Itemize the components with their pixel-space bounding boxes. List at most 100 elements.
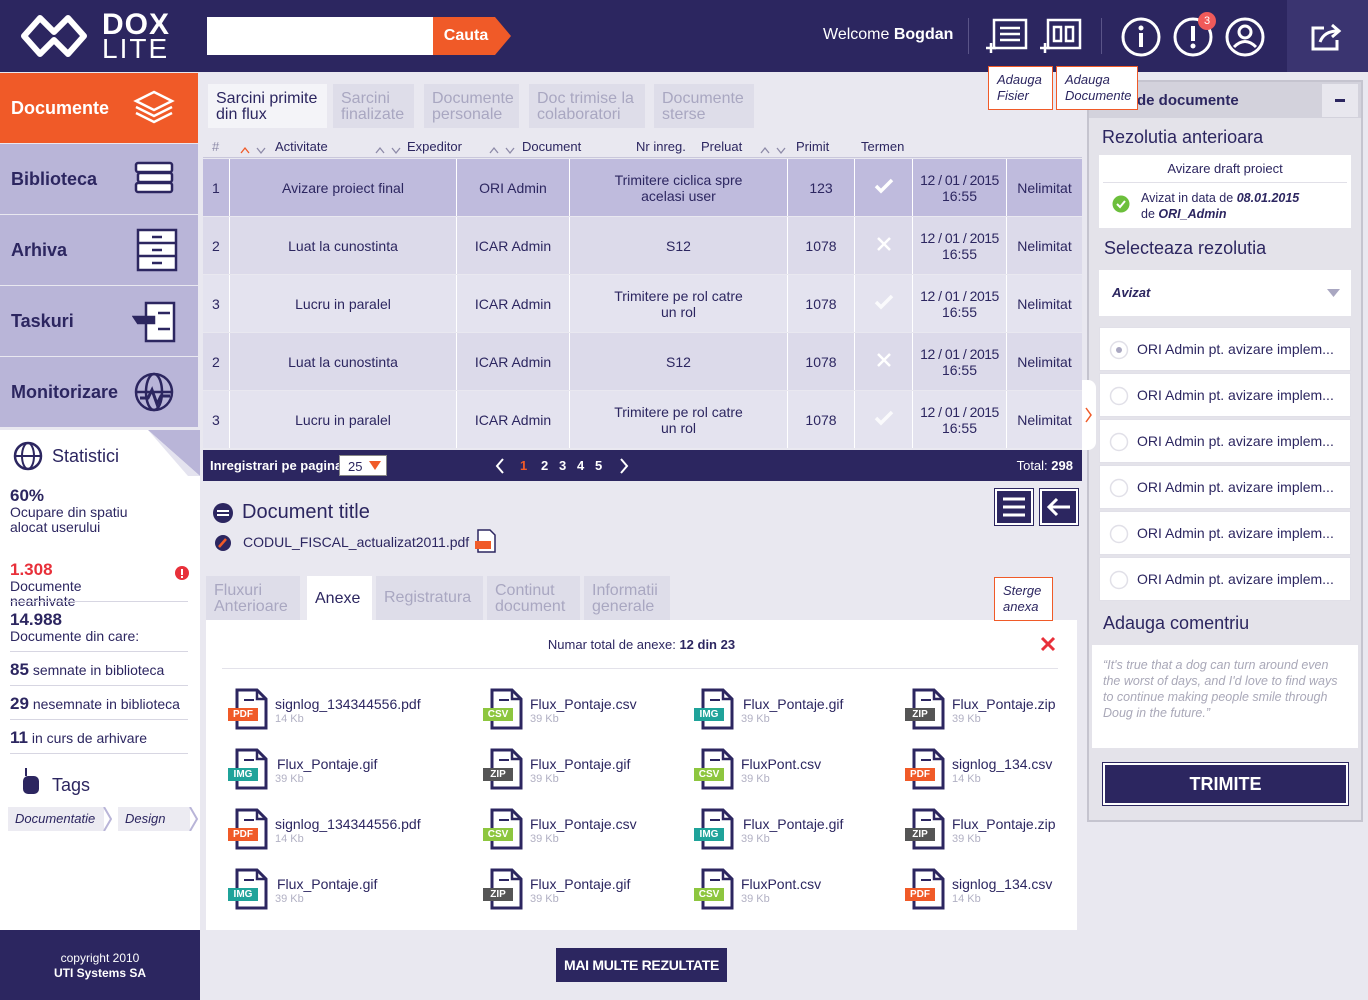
cell: 1078 [788, 391, 855, 448]
file-name[interactable]: Flux_Pontaje.csv [530, 696, 637, 712]
page-link[interactable]: 4 [577, 458, 585, 473]
task-row[interactable]: 2 Luat la cunostinta ICAR Admin S12 1078 12 /… [203, 217, 1082, 274]
check [874, 410, 893, 426]
back-button[interactable] [1039, 488, 1079, 526]
logout-icon[interactable] [1310, 22, 1346, 52]
nav-item[interactable]: Arhiva [0, 215, 198, 285]
column-header[interactable]: Activitate [275, 139, 328, 154]
row-index: 2 [212, 353, 220, 370]
document-tab[interactable]: Fluxuri Anterioare [206, 576, 300, 620]
footer: copyright 2010 UTI Systems SA [0, 930, 200, 1000]
file-name[interactable]: Flux_Pontaje.gif [743, 696, 844, 712]
file-name[interactable]: Flux_Pontaje.zip [952, 816, 1056, 832]
comment-box[interactable]: “It's true that a dog can turn around ev… [1092, 645, 1358, 748]
file-size: 14 Kb [275, 713, 304, 725]
more-button[interactable]: MAI MULTE REZULTATE [556, 948, 727, 982]
panel-handle[interactable] [1082, 380, 1096, 450]
next-page[interactable] [619, 458, 629, 474]
file-name[interactable]: Flux_Pontaje.gif [277, 756, 378, 772]
file-name[interactable]: Flux_Pontaje.gif [530, 756, 631, 772]
cell: 1 [203, 159, 230, 216]
nav-item[interactable]: Biblioteca [0, 144, 198, 214]
task-tab[interactable]: Documente sterse [654, 84, 754, 128]
page-link[interactable]: 5 [595, 458, 603, 473]
user-icon[interactable] [1224, 16, 1266, 58]
column-header[interactable]: Expeditor [407, 139, 462, 154]
task-row[interactable]: 1 Avizare proiect final ORI Admin Trimitere… [203, 159, 1082, 216]
option-label: ORI Admin pt. avizare implem... [1137, 387, 1334, 403]
deadline: Nelimitat [1017, 353, 1072, 370]
delete-attachment[interactable] [1040, 636, 1056, 652]
column-header[interactable]: Primit [796, 139, 830, 154]
deadline: Nelimitat [1017, 295, 1072, 312]
file-name[interactable]: signlog_134.csv [952, 756, 1053, 772]
resolution-option[interactable]: ORI Admin pt. avizare implem... [1099, 327, 1351, 371]
column-header[interactable]: Preluat [701, 139, 743, 154]
page-link[interactable]: 3 [559, 458, 567, 473]
submit-button[interactable]: TRIMITE [1102, 762, 1349, 806]
file-name[interactable]: Flux_Pontaje.gif [277, 876, 378, 892]
task-tab[interactable]: Doc trimise la colaboratori [529, 84, 645, 128]
tag[interactable]: Documentatie [8, 807, 104, 831]
radio-graphic [1109, 570, 1129, 590]
document-tab[interactable]: Continut document [487, 576, 580, 620]
add-documents-icon[interactable] [1038, 16, 1084, 56]
task-tab[interactable]: Sarcini finalizate [333, 84, 414, 128]
accepted-icon [874, 410, 894, 429]
file-name[interactable]: Flux_Pontaje.csv [530, 816, 637, 832]
stats-icon [13, 441, 43, 471]
alerts-icon[interactable] [1172, 16, 1214, 58]
per-page-select[interactable]: 25 [339, 455, 387, 476]
column-header[interactable]: Termen [861, 139, 905, 154]
task-tab[interactable]: Documente personale [424, 84, 519, 128]
menu-button[interactable] [994, 488, 1034, 526]
nav-item[interactable]: Monitorizare [0, 357, 198, 427]
prev-page[interactable] [495, 458, 505, 474]
resolution-option[interactable]: ORI Admin pt. avizare implem... [1099, 511, 1351, 555]
resolution-option[interactable]: ORI Admin pt. avizare implem... [1099, 419, 1351, 463]
document-tab[interactable]: Informatii generale [584, 576, 670, 620]
collapse-button[interactable] [1322, 84, 1358, 117]
add-file-icon[interactable] [984, 16, 1030, 56]
tag[interactable]: Design [118, 807, 190, 831]
resolution-option[interactable]: ORI Admin pt. avizare implem... [1099, 465, 1351, 509]
resolution-option[interactable]: ORI Admin pt. avizare implem... [1099, 557, 1351, 601]
sort-arrows[interactable] [375, 142, 403, 160]
resolution-select[interactable]: Avizat [1099, 270, 1351, 316]
file-size: 39 Kb [741, 833, 770, 845]
document-tab[interactable]: Anexe [307, 576, 372, 620]
file-name[interactable]: FluxPont.csv [741, 876, 822, 892]
received-date: 12 / 01 / 2015 [920, 229, 999, 246]
resolution-option[interactable]: ORI Admin pt. avizare implem... [1099, 373, 1351, 417]
search-button[interactable]: Cauta [443, 27, 489, 44]
search-input[interactable] [207, 17, 433, 55]
info-icon[interactable] [1120, 16, 1162, 58]
column-header[interactable]: Nr inreg. [636, 139, 686, 154]
sort-arrows[interactable] [240, 142, 268, 160]
file-name[interactable]: signlog_134344556.pdf [275, 696, 421, 712]
file-name[interactable]: signlog_134.csv [952, 876, 1053, 892]
task-row[interactable]: 3 Lucru in paralel ICAR Admin Trimitere pe … [203, 275, 1082, 332]
page-link[interactable]: 2 [541, 458, 549, 473]
page-link[interactable]: 1 [520, 458, 528, 473]
task-row[interactable]: 3 Lucru in paralel ICAR Admin Trimitere pe … [203, 391, 1082, 448]
file-name[interactable]: Flux_Pontaje.gif [743, 816, 844, 832]
file-name[interactable]: FluxPont.csv [741, 756, 822, 772]
column-header[interactable]: # [212, 139, 220, 154]
cell: Nelimitat [1007, 159, 1082, 216]
file-name[interactable]: signlog_134344556.pdf [275, 816, 421, 832]
sort-arrows[interactable] [760, 142, 788, 160]
logout-area[interactable] [1287, 0, 1368, 72]
nav-item[interactable]: Taskuri [0, 286, 198, 356]
document-tab[interactable]: Registratura [376, 576, 483, 620]
task-row[interactable]: 2 Luat la cunostinta ICAR Admin S12 1078 12 /… [203, 333, 1082, 390]
nav-icon [132, 370, 178, 419]
nav-item[interactable]: Documente [0, 73, 198, 143]
file-name[interactable]: Flux_Pontaje.gif [530, 876, 631, 892]
task-tab[interactable]: Sarcini primite din flux [208, 84, 327, 128]
column-header[interactable]: Document [522, 139, 582, 154]
file-name[interactable]: Flux_Pontaje.zip [952, 696, 1056, 712]
sort-arrows[interactable] [489, 142, 517, 160]
approved-prefix: Avizat in data de [1141, 191, 1234, 205]
search-button-shape[interactable] [433, 17, 513, 55]
